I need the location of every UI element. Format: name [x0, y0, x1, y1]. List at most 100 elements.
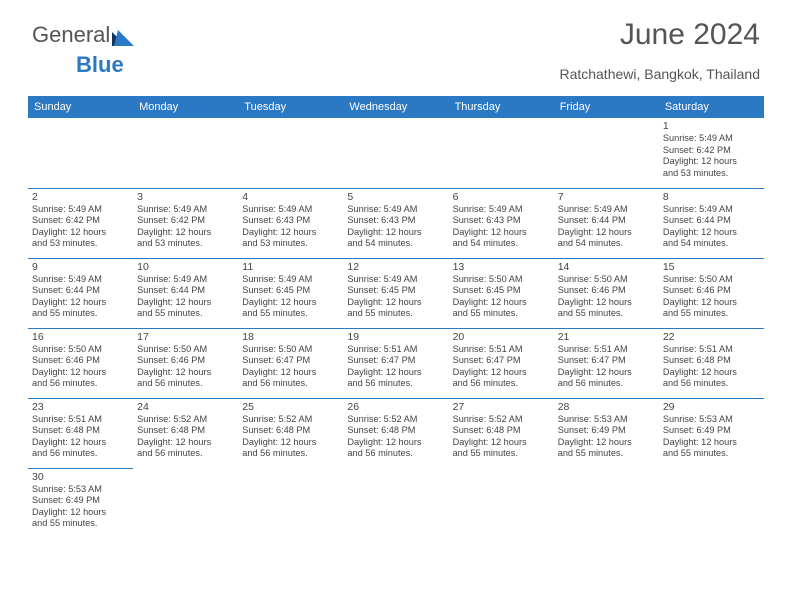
- day-info: Sunrise: 5:50 AMSunset: 6:46 PMDaylight:…: [32, 344, 129, 390]
- daylight-text-1: Daylight: 12 hours: [453, 297, 550, 309]
- calendar-cell: [343, 118, 448, 188]
- sunrise-text: Sunrise: 5:50 AM: [137, 344, 234, 356]
- sunset-text: Sunset: 6:46 PM: [32, 355, 129, 367]
- calendar-cell: 11Sunrise: 5:49 AMSunset: 6:45 PMDayligh…: [238, 258, 343, 328]
- calendar-cell: 13Sunrise: 5:50 AMSunset: 6:45 PMDayligh…: [449, 258, 554, 328]
- sunset-text: Sunset: 6:45 PM: [453, 285, 550, 297]
- calendar-row: 23Sunrise: 5:51 AMSunset: 6:48 PMDayligh…: [28, 398, 764, 468]
- day-number: 23: [32, 401, 129, 413]
- day-number: 25: [242, 401, 339, 413]
- day-number: 1: [663, 120, 760, 132]
- day-info: Sunrise: 5:53 AMSunset: 6:49 PMDaylight:…: [663, 414, 760, 460]
- sunrise-text: Sunrise: 5:50 AM: [453, 274, 550, 286]
- day-info: Sunrise: 5:49 AMSunset: 6:42 PMDaylight:…: [137, 204, 234, 250]
- daylight-text-2: and 55 minutes.: [32, 518, 129, 530]
- sunset-text: Sunset: 6:47 PM: [453, 355, 550, 367]
- calendar-cell: [133, 468, 238, 538]
- day-number: 24: [137, 401, 234, 413]
- daylight-text-1: Daylight: 12 hours: [453, 367, 550, 379]
- day-number: 5: [347, 191, 444, 203]
- sunset-text: Sunset: 6:44 PM: [663, 215, 760, 227]
- day-info: Sunrise: 5:51 AMSunset: 6:47 PMDaylight:…: [453, 344, 550, 390]
- day-info: Sunrise: 5:53 AMSunset: 6:49 PMDaylight:…: [558, 414, 655, 460]
- daylight-text-1: Daylight: 12 hours: [347, 297, 444, 309]
- sunset-text: Sunset: 6:44 PM: [32, 285, 129, 297]
- daylight-text-2: and 56 minutes.: [32, 378, 129, 390]
- day-number: 4: [242, 191, 339, 203]
- daylight-text-1: Daylight: 12 hours: [347, 367, 444, 379]
- day-number: 15: [663, 261, 760, 273]
- calendar-cell: [449, 468, 554, 538]
- calendar-cell: 22Sunrise: 5:51 AMSunset: 6:48 PMDayligh…: [659, 328, 764, 398]
- sunrise-text: Sunrise: 5:51 AM: [663, 344, 760, 356]
- daylight-text-1: Daylight: 12 hours: [453, 437, 550, 449]
- sunset-text: Sunset: 6:46 PM: [558, 285, 655, 297]
- daylight-text-2: and 55 minutes.: [663, 448, 760, 460]
- sunrise-text: Sunrise: 5:51 AM: [453, 344, 550, 356]
- daylight-text-2: and 55 minutes.: [558, 448, 655, 460]
- day-header: Sunday: [28, 96, 133, 118]
- sunrise-text: Sunrise: 5:49 AM: [242, 204, 339, 216]
- calendar-cell: 10Sunrise: 5:49 AMSunset: 6:44 PMDayligh…: [133, 258, 238, 328]
- calendar-row: 16Sunrise: 5:50 AMSunset: 6:46 PMDayligh…: [28, 328, 764, 398]
- day-header: Monday: [133, 96, 238, 118]
- sunrise-text: Sunrise: 5:49 AM: [32, 274, 129, 286]
- calendar-cell: 30Sunrise: 5:53 AMSunset: 6:49 PMDayligh…: [28, 468, 133, 538]
- daylight-text-1: Daylight: 12 hours: [663, 437, 760, 449]
- sunset-text: Sunset: 6:48 PM: [242, 425, 339, 437]
- sunrise-text: Sunrise: 5:50 AM: [663, 274, 760, 286]
- daylight-text-1: Daylight: 12 hours: [663, 297, 760, 309]
- sunrise-text: Sunrise: 5:52 AM: [242, 414, 339, 426]
- sunset-text: Sunset: 6:44 PM: [558, 215, 655, 227]
- daylight-text-1: Daylight: 12 hours: [347, 437, 444, 449]
- day-number: 11: [242, 261, 339, 273]
- daylight-text-1: Daylight: 12 hours: [32, 367, 129, 379]
- daylight-text-1: Daylight: 12 hours: [242, 367, 339, 379]
- daylight-text-2: and 54 minutes.: [347, 238, 444, 250]
- sunrise-text: Sunrise: 5:51 AM: [32, 414, 129, 426]
- day-info: Sunrise: 5:50 AMSunset: 6:45 PMDaylight:…: [453, 274, 550, 320]
- sunrise-text: Sunrise: 5:53 AM: [558, 414, 655, 426]
- sunrise-text: Sunrise: 5:49 AM: [663, 133, 760, 145]
- sunrise-text: Sunrise: 5:49 AM: [137, 274, 234, 286]
- daylight-text-1: Daylight: 12 hours: [558, 437, 655, 449]
- daylight-text-2: and 56 minutes.: [663, 378, 760, 390]
- calendar-cell: 20Sunrise: 5:51 AMSunset: 6:47 PMDayligh…: [449, 328, 554, 398]
- logo-text: GeneralBlue: [32, 22, 134, 77]
- calendar-cell: 19Sunrise: 5:51 AMSunset: 6:47 PMDayligh…: [343, 328, 448, 398]
- daylight-text-2: and 55 minutes.: [347, 308, 444, 320]
- calendar-cell: 2Sunrise: 5:49 AMSunset: 6:42 PMDaylight…: [28, 188, 133, 258]
- daylight-text-2: and 55 minutes.: [32, 308, 129, 320]
- daylight-text-1: Daylight: 12 hours: [558, 227, 655, 239]
- day-number: 30: [32, 471, 129, 483]
- calendar-cell: [238, 118, 343, 188]
- calendar-row: 1Sunrise: 5:49 AMSunset: 6:42 PMDaylight…: [28, 118, 764, 188]
- day-number: 22: [663, 331, 760, 343]
- sunset-text: Sunset: 6:47 PM: [242, 355, 339, 367]
- day-info: Sunrise: 5:49 AMSunset: 6:44 PMDaylight:…: [137, 274, 234, 320]
- page-subtitle: Ratchathewi, Bangkok, Thailand: [32, 66, 760, 82]
- daylight-text-2: and 56 minutes.: [453, 378, 550, 390]
- day-info: Sunrise: 5:52 AMSunset: 6:48 PMDaylight:…: [347, 414, 444, 460]
- daylight-text-2: and 54 minutes.: [558, 238, 655, 250]
- calendar-row: 9Sunrise: 5:49 AMSunset: 6:44 PMDaylight…: [28, 258, 764, 328]
- logo-text-1: General: [32, 22, 110, 47]
- calendar-table: Sunday Monday Tuesday Wednesday Thursday…: [28, 96, 764, 538]
- sunrise-text: Sunrise: 5:50 AM: [32, 344, 129, 356]
- day-info: Sunrise: 5:49 AMSunset: 6:43 PMDaylight:…: [347, 204, 444, 250]
- calendar-cell: 9Sunrise: 5:49 AMSunset: 6:44 PMDaylight…: [28, 258, 133, 328]
- daylight-text-1: Daylight: 12 hours: [663, 156, 760, 168]
- sunset-text: Sunset: 6:48 PM: [32, 425, 129, 437]
- day-info: Sunrise: 5:49 AMSunset: 6:44 PMDaylight:…: [32, 274, 129, 320]
- day-info: Sunrise: 5:52 AMSunset: 6:48 PMDaylight:…: [242, 414, 339, 460]
- daylight-text-2: and 56 minutes.: [32, 448, 129, 460]
- day-info: Sunrise: 5:50 AMSunset: 6:47 PMDaylight:…: [242, 344, 339, 390]
- sunrise-text: Sunrise: 5:52 AM: [453, 414, 550, 426]
- sunset-text: Sunset: 6:48 PM: [663, 355, 760, 367]
- header: GeneralBlue June 2024 Ratchathewi, Bangk…: [0, 0, 792, 86]
- daylight-text-2: and 54 minutes.: [453, 238, 550, 250]
- day-info: Sunrise: 5:51 AMSunset: 6:47 PMDaylight:…: [558, 344, 655, 390]
- calendar-cell: 25Sunrise: 5:52 AMSunset: 6:48 PMDayligh…: [238, 398, 343, 468]
- calendar-cell: 23Sunrise: 5:51 AMSunset: 6:48 PMDayligh…: [28, 398, 133, 468]
- day-number: 17: [137, 331, 234, 343]
